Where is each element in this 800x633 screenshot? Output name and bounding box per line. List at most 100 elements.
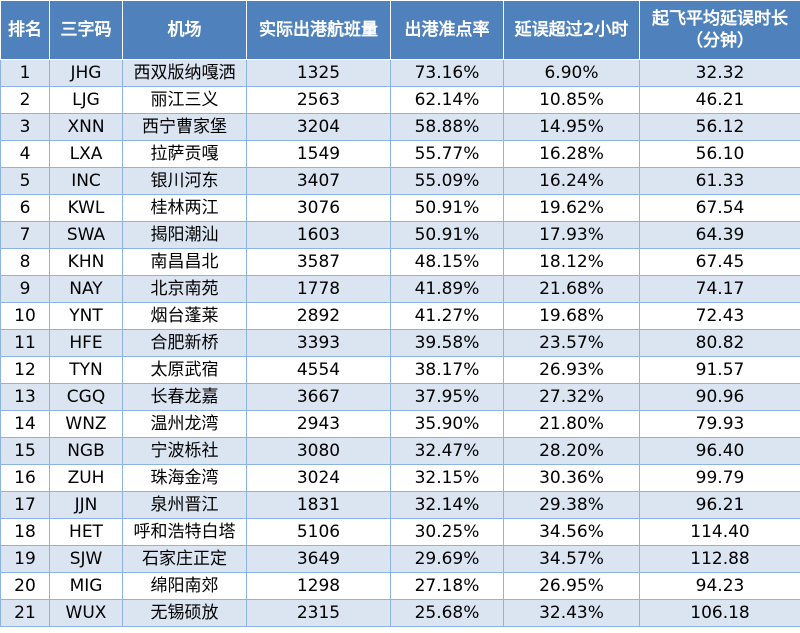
airport-cell: 温州龙湾 <box>122 410 247 438</box>
delay-over-2h-cell: 32.43% <box>503 599 640 627</box>
on-time-rate-cell: 50.91% <box>390 221 504 249</box>
rank-cell: 9 <box>0 275 50 303</box>
rank-cell: 8 <box>0 248 50 276</box>
airport-cell: 拉萨贡嘎 <box>122 140 247 168</box>
iata-code-cell: NAY <box>49 275 123 303</box>
delay-over-2h-cell: 18.12% <box>503 248 640 276</box>
table-body: 1 JHG 西双版纳嘎洒 1325 73.16% 6.90% 32.32 2 LJG 丽江三义 25… <box>0 59 800 627</box>
avg-delay-cell: 94.23 <box>639 572 800 600</box>
iata-code-cell: YNT <box>49 302 123 330</box>
departures-cell: 3024 <box>246 464 391 492</box>
rank-cell: 2 <box>0 86 50 114</box>
iata-code-cell: ZUH <box>49 464 123 492</box>
airport-cell: 长春龙嘉 <box>122 383 247 411</box>
avg-delay-cell: 61.33 <box>639 167 800 195</box>
table-row: 20 MIG 绵阳南郊 1298 27.18% 26.95% 94.23 <box>0 572 800 600</box>
delay-over-2h-cell: 34.57% <box>503 545 640 573</box>
table-row: 6 KWL 桂林两江 3076 50.91% 19.62% 67.54 <box>0 194 800 222</box>
avg-delay-cell: 74.17 <box>639 275 800 303</box>
departures-cell: 1603 <box>246 221 391 249</box>
avg-delay-cell: 64.39 <box>639 221 800 249</box>
avg-delay-cell: 56.12 <box>639 113 800 141</box>
delay-over-2h-cell: 10.85% <box>503 86 640 114</box>
avg-delay-cell: 96.21 <box>639 491 800 519</box>
header-departures: 实际出港航班量 <box>246 0 391 60</box>
departures-cell: 1778 <box>246 275 391 303</box>
delay-over-2h-cell: 21.80% <box>503 410 640 438</box>
rank-cell: 15 <box>0 437 50 465</box>
avg-delay-cell: 112.88 <box>639 545 800 573</box>
on-time-rate-cell: 30.25% <box>390 518 504 546</box>
table-row: 10 YNT 烟台蓬莱 2892 41.27% 19.68% 72.43 <box>0 302 800 330</box>
table-row: 14 WNZ 温州龙湾 2943 35.90% 21.80% 79.93 <box>0 410 800 438</box>
table-row: 4 LXA 拉萨贡嘎 1549 55.77% 16.28% 56.10 <box>0 140 800 168</box>
iata-code-cell: LXA <box>49 140 123 168</box>
on-time-rate-cell: 29.69% <box>390 545 504 573</box>
table-row: 19 SJW 石家庄正定 3649 29.69% 34.57% 112.88 <box>0 545 800 573</box>
table-row: 21 WUX 无锡硕放 2315 25.68% 32.43% 106.18 <box>0 599 800 627</box>
departures-cell: 3204 <box>246 113 391 141</box>
airport-cell: 合肥新桥 <box>122 329 247 357</box>
airport-cell: 西双版纳嘎洒 <box>122 59 247 87</box>
departures-cell: 3587 <box>246 248 391 276</box>
on-time-rate-cell: 41.27% <box>390 302 504 330</box>
avg-delay-cell: 67.54 <box>639 194 800 222</box>
table-row: 18 HET 呼和浩特白塔 5106 30.25% 34.56% 114.40 <box>0 518 800 546</box>
rank-cell: 5 <box>0 167 50 195</box>
airport-cell: 呼和浩特白塔 <box>122 518 247 546</box>
avg-delay-cell: 106.18 <box>639 599 800 627</box>
on-time-rate-cell: 62.14% <box>390 86 504 114</box>
header-rank: 排名 <box>0 0 50 60</box>
delay-over-2h-cell: 6.90% <box>503 59 640 87</box>
delay-over-2h-cell: 19.62% <box>503 194 640 222</box>
table-row: 8 KHN 南昌昌北 3587 48.15% 18.12% 67.45 <box>0 248 800 276</box>
on-time-rate-cell: 27.18% <box>390 572 504 600</box>
iata-code-cell: NGB <box>49 437 123 465</box>
airport-cell: 泉州晋江 <box>122 491 247 519</box>
on-time-rate-cell: 55.77% <box>390 140 504 168</box>
iata-code-cell: JJN <box>49 491 123 519</box>
iata-code-cell: WUX <box>49 599 123 627</box>
delay-over-2h-cell: 19.68% <box>503 302 640 330</box>
on-time-rate-cell: 41.89% <box>390 275 504 303</box>
table-row: 1 JHG 西双版纳嘎洒 1325 73.16% 6.90% 32.32 <box>0 59 800 87</box>
iata-code-cell: CGQ <box>49 383 123 411</box>
rank-cell: 7 <box>0 221 50 249</box>
iata-code-cell: HET <box>49 518 123 546</box>
avg-delay-cell: 79.93 <box>639 410 800 438</box>
table-row: 13 CGQ 长春龙嘉 3667 37.95% 27.32% 90.96 <box>0 383 800 411</box>
table-row: 12 TYN 太原武宿 4554 38.17% 26.93% 91.57 <box>0 356 800 384</box>
rank-cell: 14 <box>0 410 50 438</box>
airport-cell: 西宁曹家堡 <box>122 113 247 141</box>
on-time-rate-cell: 48.15% <box>390 248 504 276</box>
delay-over-2h-cell: 17.93% <box>503 221 640 249</box>
delay-over-2h-cell: 29.38% <box>503 491 640 519</box>
airport-cell: 无锡硕放 <box>122 599 247 627</box>
departures-cell: 4554 <box>246 356 391 384</box>
iata-code-cell: WNZ <box>49 410 123 438</box>
on-time-rate-cell: 25.68% <box>390 599 504 627</box>
iata-code-cell: KHN <box>49 248 123 276</box>
avg-delay-cell: 96.40 <box>639 437 800 465</box>
delay-over-2h-cell: 27.32% <box>503 383 640 411</box>
on-time-rate-cell: 32.47% <box>390 437 504 465</box>
table-header: 排名 三字码 机场 实际出港航班量 出港准点率 延误超过2小时 起飞平均延误时长… <box>0 0 800 60</box>
header-avg-delay-minutes: 起飞平均延误时长 （分钟） <box>639 0 800 60</box>
delay-over-2h-cell: 34.56% <box>503 518 640 546</box>
departures-cell: 1298 <box>246 572 391 600</box>
airport-cell: 北京南苑 <box>122 275 247 303</box>
on-time-rate-cell: 32.14% <box>390 491 504 519</box>
airport-cell: 烟台蓬莱 <box>122 302 247 330</box>
iata-code-cell: SWA <box>49 221 123 249</box>
avg-delay-cell: 72.43 <box>639 302 800 330</box>
iata-code-cell: TYN <box>49 356 123 384</box>
iata-code-cell: SJW <box>49 545 123 573</box>
rank-cell: 3 <box>0 113 50 141</box>
rank-cell: 13 <box>0 383 50 411</box>
rank-cell: 4 <box>0 140 50 168</box>
table-row: 3 XNN 西宁曹家堡 3204 58.88% 14.95% 56.12 <box>0 113 800 141</box>
table-row: 5 INC 银川河东 3407 55.09% 16.24% 61.33 <box>0 167 800 195</box>
avg-delay-cell: 114.40 <box>639 518 800 546</box>
rank-cell: 17 <box>0 491 50 519</box>
on-time-rate-cell: 73.16% <box>390 59 504 87</box>
